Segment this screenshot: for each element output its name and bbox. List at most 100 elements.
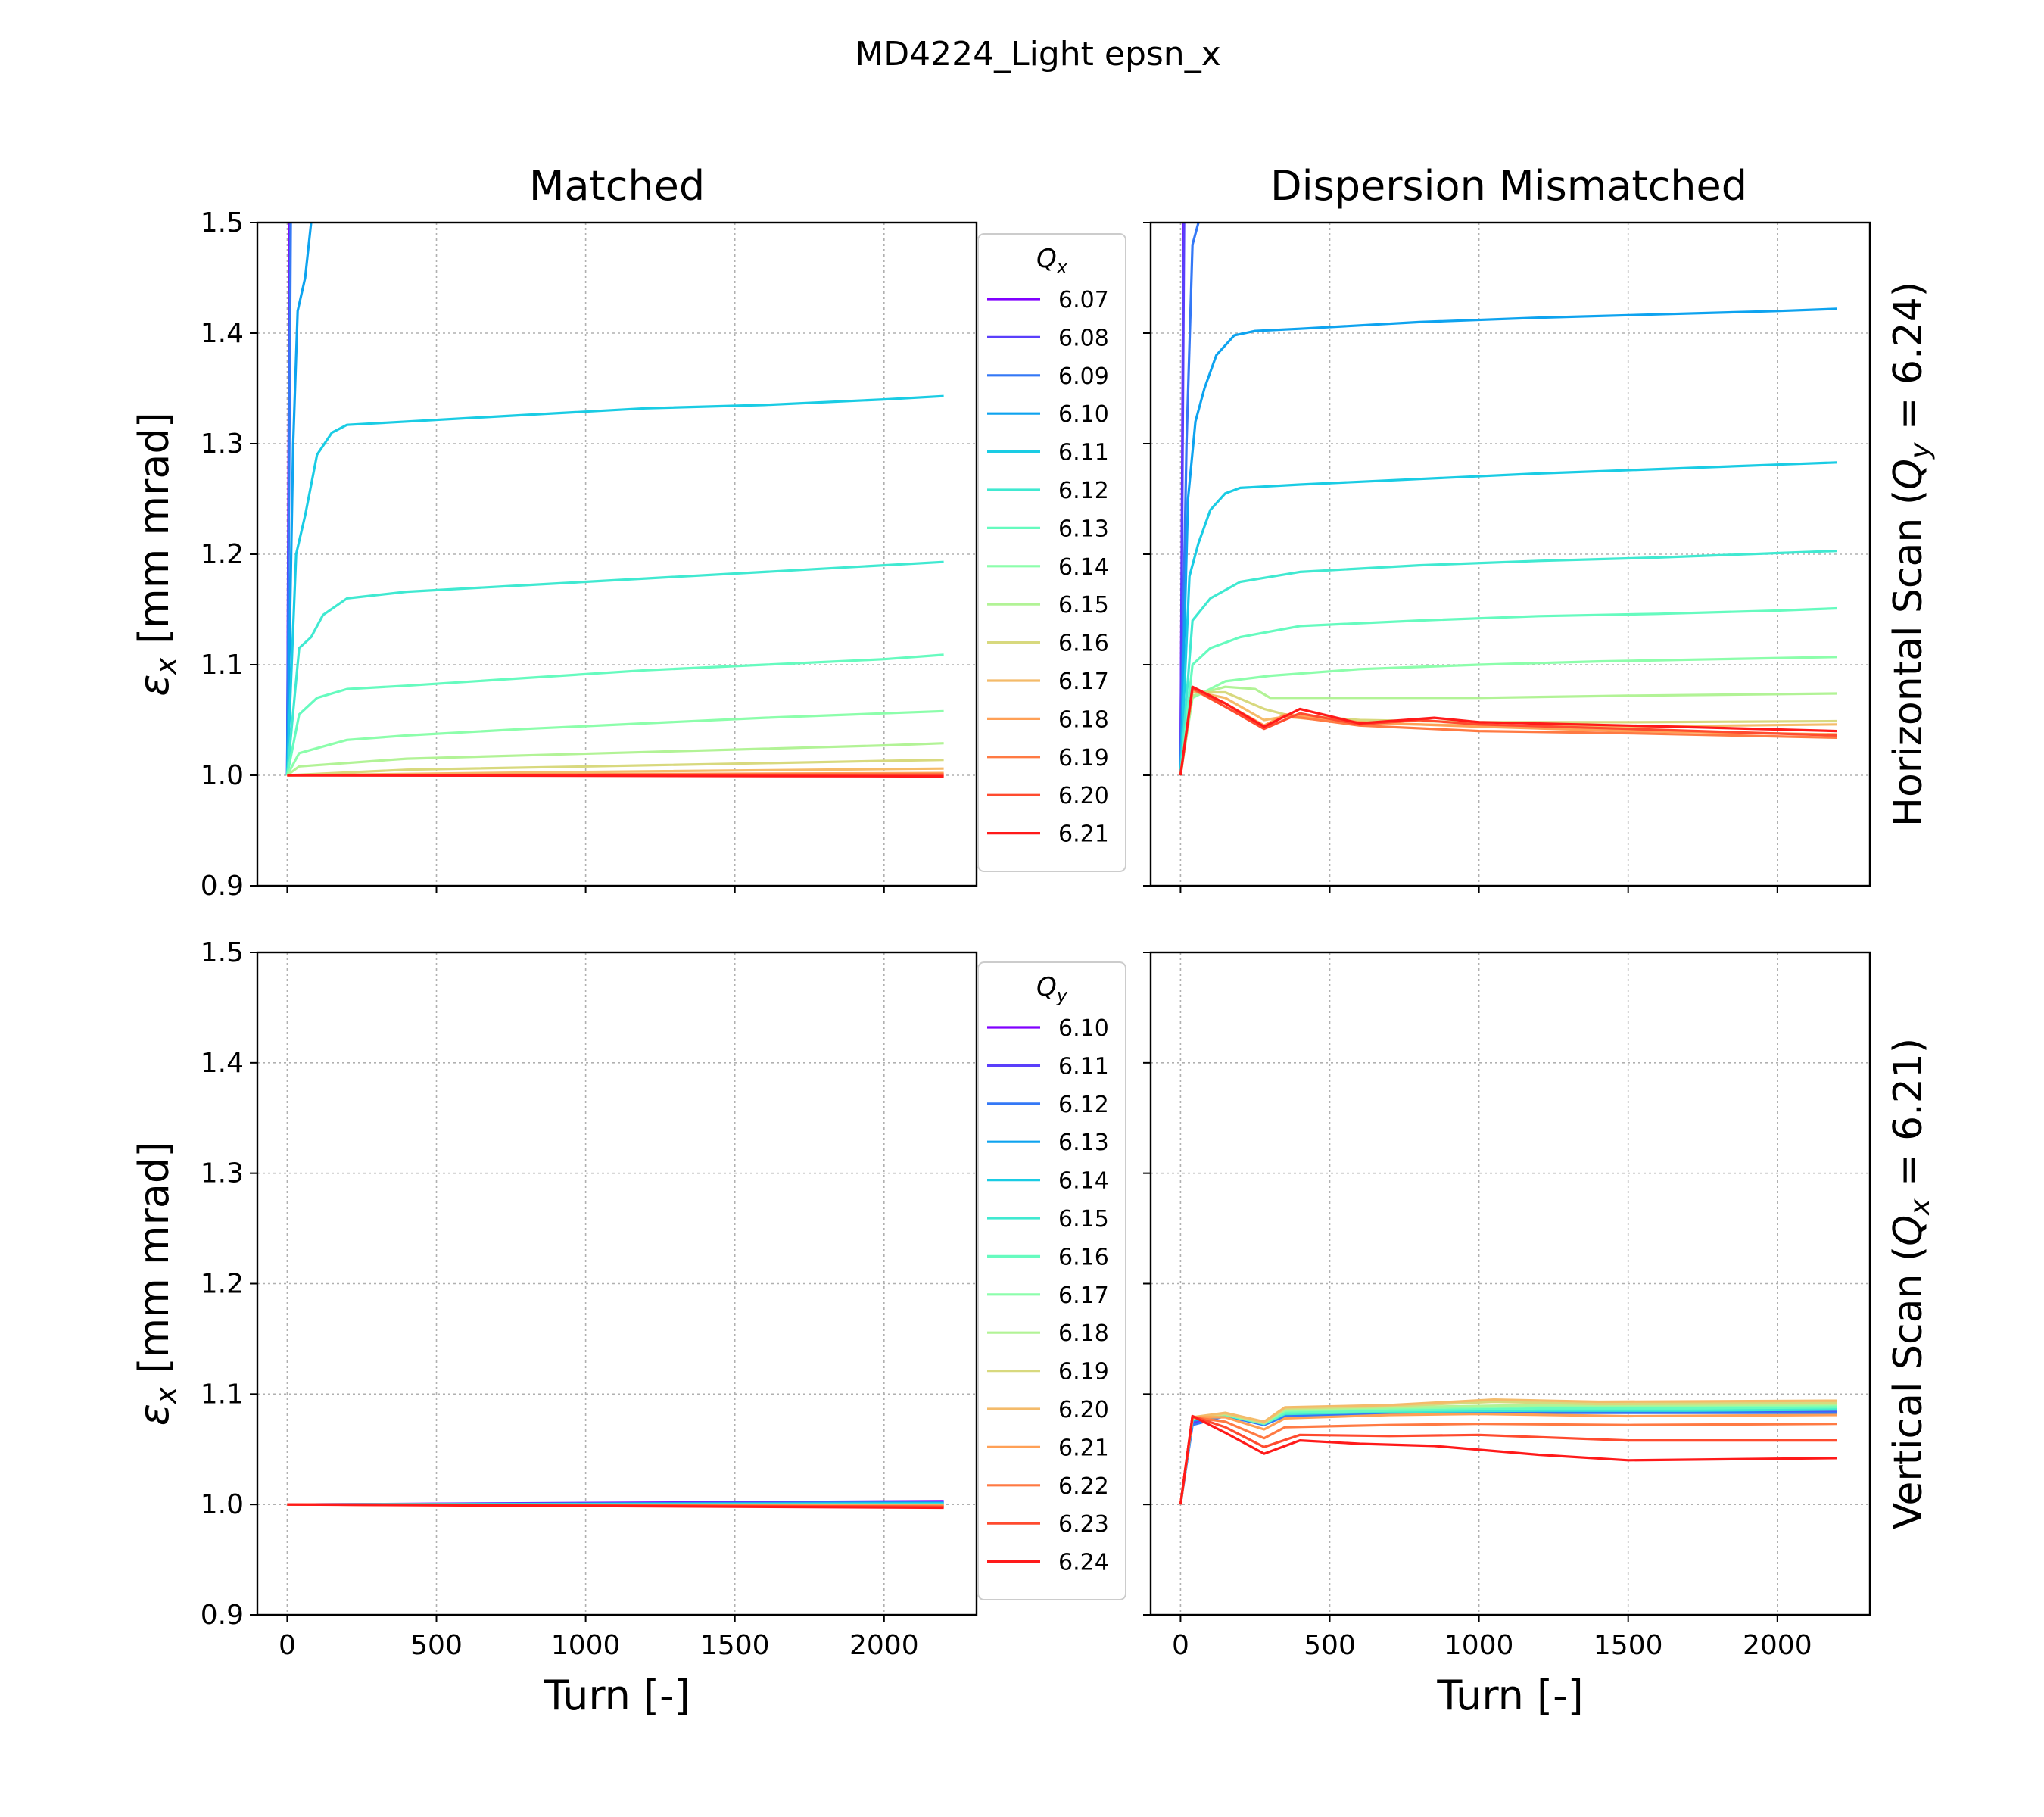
series-group — [285, 223, 944, 778]
series-line-6.15 — [286, 742, 944, 777]
legend-entry: 6.16 — [1058, 1244, 1109, 1270]
series-line-6.20 — [1179, 1398, 1837, 1505]
axes-frame — [256, 221, 978, 887]
legend-qy: Qy 6.10 6.11 6.12 6.13 6.14 6.15 6.16 6.17 6.18 6.… — [977, 961, 1126, 1600]
legend-qx: Qx 6.07 6.08 6.09 6.10 6.11 6.12 6.13 6.14 6.15 6.… — [977, 233, 1126, 872]
legend-entry: 6.22 — [1058, 1473, 1109, 1500]
series-line-6.16 — [287, 759, 944, 777]
legend-entry: 6.15 — [1058, 1206, 1109, 1233]
legend-title: Qy — [1036, 972, 1068, 1006]
column-title-dispersion-mismatched: Dispersion Mismatched — [1270, 162, 1747, 210]
series-line-6.21 — [1179, 1413, 1837, 1505]
x-tick-label: 1500 — [1594, 1630, 1663, 1661]
legend-entry: 6.17 — [1058, 1282, 1109, 1309]
series-line-6.24 — [1179, 1414, 1837, 1505]
x-tick-label: 2000 — [849, 1630, 919, 1661]
row-label-1: Horizontal Scan (Qy = 6.24) — [1886, 282, 1936, 827]
x-tick-label: 500 — [410, 1630, 463, 1661]
y-axis-label: εx [mm mrad] — [130, 412, 182, 697]
x-tick-label: 1500 — [700, 1630, 770, 1661]
series-line-6.13 — [285, 653, 944, 776]
row-label-2: Vertical Scan (Qx = 6.21) — [1886, 1038, 1936, 1529]
legend-entry: 6.07 — [1058, 287, 1109, 313]
series-line-6.13 — [1179, 606, 1837, 776]
legend-entry: 6.18 — [1058, 706, 1109, 733]
column-title-matched: Matched — [529, 162, 705, 210]
legend-frame — [977, 961, 1126, 1600]
series-line-6.11 — [1179, 461, 1837, 776]
x-tick-label: 500 — [1304, 1630, 1356, 1661]
series-line-6.10 — [285, 223, 313, 776]
panel-3: 0 500 1000 1500 2000 0.9 1.0 1.1 1.2 1.3 1.4 1.5 — [201, 937, 978, 1661]
labels-layer: εx [mm mrad] εx [mm mrad] Turn [-] Turn [-]… — [130, 282, 1936, 1719]
x-tick-label: 0 — [1172, 1630, 1189, 1661]
y-tick-label: 1.2 — [201, 1269, 244, 1300]
legend-entry: 6.10 — [1058, 1015, 1109, 1042]
legend-entry: 6.16 — [1058, 631, 1109, 657]
y-tick-label: 0.9 — [201, 1600, 244, 1631]
legend-entry: 6.15 — [1058, 592, 1109, 619]
legend-entry: 6.12 — [1058, 1092, 1109, 1118]
series-line-6.21 — [287, 774, 944, 778]
x-tick-label: 2000 — [1743, 1630, 1812, 1661]
series-line-6.10 — [1179, 307, 1837, 776]
y-tick-label: 1.3 — [201, 429, 244, 460]
legend-entry: 6.24 — [1058, 1550, 1109, 1576]
series-group — [1179, 223, 1837, 776]
y-tick-label: 1.4 — [201, 318, 244, 349]
legend-title: Qx — [1036, 244, 1068, 278]
y-tick-label: 1.4 — [201, 1048, 244, 1079]
panels-layer: 0.9 1.0 1.1 1.2 1.3 1.4 1.5 0 500 1000 1500 2000 0.9… — [201, 207, 1871, 1661]
y-axis-label: εx [mm mrad] — [130, 1142, 182, 1426]
legend-entry: 6.17 — [1058, 669, 1109, 695]
series-line-6.12 — [285, 560, 944, 776]
y-tick-label: 1.0 — [201, 1489, 244, 1520]
legend-entry: 6.13 — [1058, 1130, 1109, 1156]
legend-entry: 6.18 — [1058, 1320, 1109, 1347]
legend-entry: 6.09 — [1058, 363, 1109, 390]
series-line-6.20 — [1179, 687, 1837, 776]
legend-entry: 6.14 — [1058, 1168, 1109, 1195]
series-group — [287, 1500, 944, 1510]
axes-frame — [1149, 221, 1871, 887]
y-tick-label: 1.1 — [201, 1379, 244, 1410]
series-line-6.09 — [285, 223, 292, 776]
series-line-6.11 — [285, 394, 944, 776]
legend-entry: 6.11 — [1058, 440, 1109, 466]
legend-entry: 6.10 — [1058, 401, 1109, 428]
series-line-6.23 — [1179, 1414, 1837, 1505]
x-axis-label: Turn [-] — [1436, 1672, 1583, 1719]
series-line-6.24 — [287, 1503, 944, 1510]
series-line-6.21 — [1179, 685, 1837, 776]
legend-entry: 6.14 — [1058, 554, 1109, 581]
legend-entry: 6.19 — [1058, 745, 1109, 771]
series-line-6.22 — [1179, 1416, 1837, 1505]
axes-frame — [256, 951, 978, 1616]
legend-entry: 6.20 — [1058, 783, 1109, 809]
legend-entry: 6.20 — [1058, 1397, 1109, 1423]
legend-entry: 6.12 — [1058, 478, 1109, 504]
y-tick-label: 1.5 — [201, 937, 244, 968]
legend-entry: 6.08 — [1058, 325, 1109, 351]
y-tick-label: 1.3 — [201, 1158, 244, 1189]
x-tick-label: 1000 — [551, 1630, 621, 1661]
y-tick-label: 0.9 — [201, 871, 244, 902]
y-tick-label: 1.1 — [201, 650, 244, 681]
figure-title: MD4224_Light epsn_x — [855, 35, 1220, 73]
y-tick-label: 1.5 — [201, 207, 244, 238]
series-line-6.12 — [1179, 550, 1837, 776]
legend-entry: 6.23 — [1058, 1511, 1109, 1538]
y-tick-label: 1.2 — [201, 539, 244, 570]
axes-frame — [1149, 951, 1871, 1616]
legend-entry: 6.13 — [1058, 516, 1109, 542]
x-tick-label: 1000 — [1444, 1630, 1514, 1661]
panel-2 — [1143, 221, 1871, 893]
panel-4: 0 500 1000 1500 2000 — [1143, 951, 1871, 1661]
legend-entry: 6.21 — [1058, 821, 1109, 848]
x-tick-label: 0 — [279, 1630, 296, 1661]
series-line-6.14 — [285, 709, 944, 776]
series-group — [1179, 1398, 1837, 1505]
x-axis-label: Turn [-] — [543, 1672, 690, 1719]
legend-entry: 6.11 — [1058, 1053, 1109, 1080]
